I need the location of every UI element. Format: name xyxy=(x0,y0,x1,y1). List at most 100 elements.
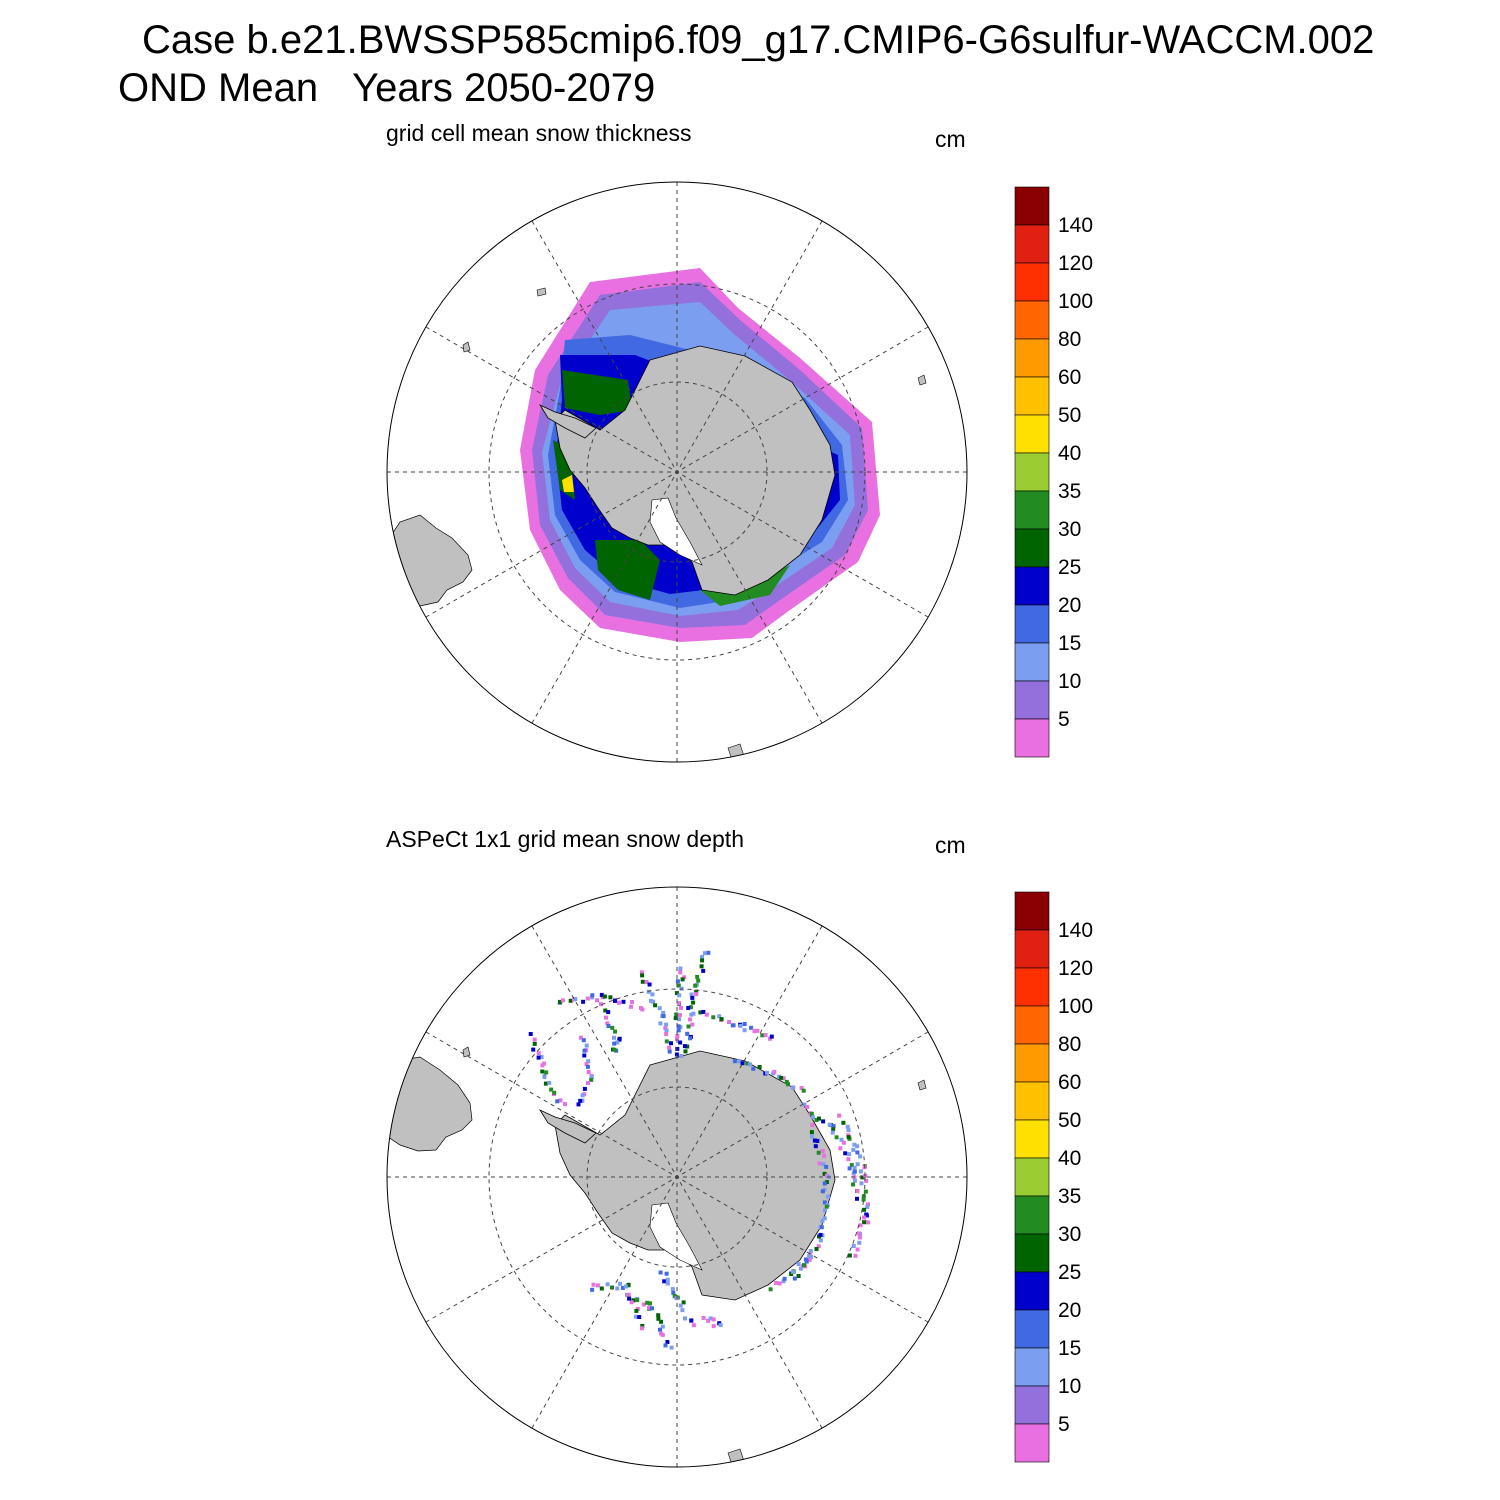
observation-cell xyxy=(700,958,705,963)
observation-cell xyxy=(585,1064,590,1069)
observation-cell xyxy=(674,1296,679,1301)
observation-cell xyxy=(845,1124,850,1129)
observation-cell xyxy=(536,1055,541,1060)
observation-cell xyxy=(623,1284,628,1289)
colorbar-box xyxy=(1014,967,1050,1007)
observation-cell xyxy=(674,1012,679,1017)
colorbar-box xyxy=(1014,300,1050,340)
observation-cell xyxy=(584,1062,589,1067)
colorbar-box xyxy=(1014,566,1050,606)
observation-cell xyxy=(647,982,652,987)
observation-cell xyxy=(602,994,607,999)
colorbar-label: 140 xyxy=(1058,214,1093,237)
observation-cell xyxy=(629,1004,633,1009)
observation-cell xyxy=(637,1315,642,1319)
observation-cell xyxy=(855,1144,860,1149)
observation-cell xyxy=(640,979,645,984)
observation-cell xyxy=(591,1282,596,1287)
observation-cell xyxy=(824,1164,829,1169)
panel-1-title: grid cell mean snow thickness xyxy=(386,120,692,146)
observation-cell xyxy=(864,1178,869,1183)
colorbar-label: 20 xyxy=(1058,1299,1081,1322)
observation-cell xyxy=(678,966,683,971)
observation-cell xyxy=(772,1069,777,1074)
observation-cell xyxy=(849,1163,854,1168)
case-title: Case b.e21.BWSSP585cmip6.f09_g17.CMIP6-G… xyxy=(142,18,1375,62)
observation-cell xyxy=(691,1011,696,1016)
observation-cell xyxy=(615,1286,620,1291)
observation-cell xyxy=(784,1079,789,1084)
colorbar-box xyxy=(1014,1233,1050,1273)
observation-cell xyxy=(702,951,707,956)
observation-cell xyxy=(708,1316,713,1321)
observation-cell xyxy=(711,1324,716,1329)
observation-cell xyxy=(678,1013,682,1017)
observation-cell xyxy=(820,1189,825,1194)
colorbar-label: 20 xyxy=(1058,594,1081,617)
observation-cell xyxy=(651,999,656,1004)
observation-cell xyxy=(727,1020,731,1024)
observation-cell xyxy=(660,1332,665,1337)
observation-cell xyxy=(603,1008,608,1013)
observation-cell xyxy=(822,1200,827,1205)
observation-cell xyxy=(613,998,617,1003)
observation-cell xyxy=(612,1035,616,1040)
observation-cell xyxy=(755,1028,760,1033)
observation-cell xyxy=(782,1276,787,1281)
colorbar-label: 35 xyxy=(1058,480,1081,503)
colorbar-label: 50 xyxy=(1058,1109,1081,1132)
observation-cell xyxy=(801,1088,806,1093)
observation-cell xyxy=(599,992,604,997)
colorbar-label: 30 xyxy=(1058,518,1081,541)
observation-cell xyxy=(647,1305,652,1310)
observation-cell xyxy=(568,998,573,1003)
observation-cell xyxy=(646,989,651,994)
colorbar-label: 25 xyxy=(1058,1261,1081,1284)
observation-cell xyxy=(650,992,655,997)
observation-cell xyxy=(853,1253,858,1258)
observation-cell xyxy=(748,1062,753,1067)
observation-cell xyxy=(831,1127,836,1132)
observation-cell xyxy=(639,970,644,975)
observation-cell xyxy=(742,1028,747,1033)
observation-cell xyxy=(586,1059,591,1064)
observation-cell xyxy=(582,1086,587,1091)
colorbar-label: 60 xyxy=(1058,1071,1081,1094)
observation-cell xyxy=(547,1080,552,1085)
observation-cell xyxy=(779,1075,784,1080)
observation-cell xyxy=(663,1026,668,1031)
graticule xyxy=(387,182,967,762)
observation-cell xyxy=(862,1220,867,1225)
observation-cell xyxy=(682,1044,687,1049)
observation-cell xyxy=(846,1128,851,1133)
colorbar-box xyxy=(1014,338,1050,378)
observation-cell xyxy=(688,1005,693,1010)
observation-cell xyxy=(809,1111,814,1116)
observation-cell xyxy=(667,1049,672,1054)
observation-cell xyxy=(810,1123,815,1128)
observation-cell xyxy=(629,1300,634,1305)
observation-cell xyxy=(595,1283,600,1288)
observation-cell xyxy=(855,1162,860,1167)
island xyxy=(536,287,547,297)
observation-cell xyxy=(695,974,700,979)
observation-cell xyxy=(671,1290,676,1295)
observation-cell xyxy=(664,1028,669,1033)
observation-cell xyxy=(791,1269,796,1274)
observation-cell xyxy=(610,1025,615,1030)
observation-cell xyxy=(732,1059,737,1064)
observation-cell xyxy=(855,1189,860,1194)
observation-cell xyxy=(839,1137,844,1142)
observation-cell xyxy=(823,1208,827,1213)
observation-cell xyxy=(640,1324,645,1328)
observation-cell xyxy=(816,1244,821,1249)
observation-cell xyxy=(612,1041,617,1046)
observation-cell xyxy=(691,1000,696,1005)
observation-cell xyxy=(665,1281,670,1286)
observation-cell xyxy=(815,1138,820,1143)
observation-cell xyxy=(675,1033,680,1038)
observation-cell xyxy=(615,1040,620,1045)
observation-cell xyxy=(678,970,683,975)
observation-cell xyxy=(528,1032,533,1036)
observation-cell xyxy=(610,1285,614,1290)
